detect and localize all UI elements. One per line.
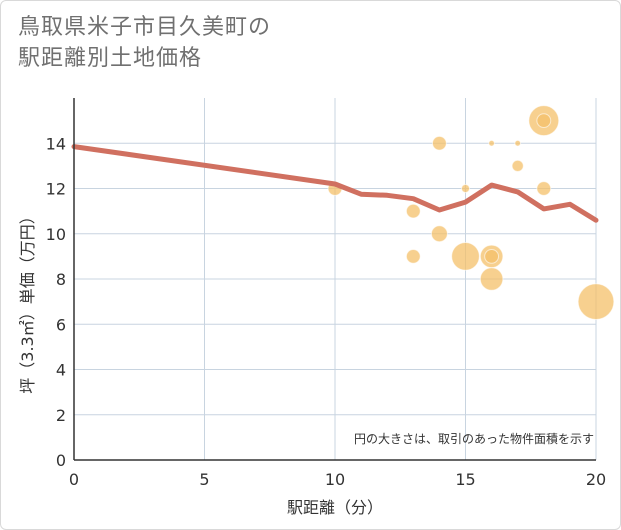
y-tick-label: 14 (46, 134, 66, 153)
bubble-point (488, 139, 495, 147)
bubble-point (405, 248, 421, 264)
axes: 0 5 10 15 20 0 2 4 6 8 10 12 14 (46, 98, 606, 489)
bubble-point (451, 242, 480, 271)
bubble-point (479, 267, 504, 291)
bubble-point (514, 139, 522, 147)
bubble-point (577, 283, 615, 321)
chart-title: 鳥取県米子市目久美町の 駅距離別土地価格 (18, 12, 271, 74)
grid-lines (74, 98, 597, 460)
x-tick-label: 20 (586, 470, 606, 489)
average-price-line (71, 144, 599, 223)
bubble-point (484, 248, 500, 264)
x-tick-label: 15 (455, 470, 475, 489)
chart-title-line2: 駅距離別土地価格 (18, 46, 203, 71)
bubble-point (511, 159, 524, 173)
y-tick-label: 6 (56, 315, 66, 334)
x-tick-label: 0 (69, 470, 79, 489)
y-tick-label: 0 (56, 451, 66, 470)
size-note: 円の大きさは、取引のあった物件面積を示す (354, 431, 594, 446)
y-tick-label: 10 (46, 225, 66, 244)
bubble-point (536, 181, 552, 196)
y-tick-label: 2 (56, 406, 66, 425)
chart-title-line1: 鳥取県米子市目久美町の (18, 15, 272, 40)
bubble-point (430, 225, 448, 243)
line-series (71, 144, 599, 223)
bubble-series (327, 105, 615, 321)
x-tick-label: 5 (199, 470, 209, 489)
bubble-point (405, 203, 421, 219)
y-tick-label: 4 (56, 361, 66, 380)
y-tick-label: 12 (46, 180, 66, 199)
y-axis-label: 坪（3.3㎡）単価（万円） (18, 208, 37, 393)
x-tick-label: 10 (325, 470, 345, 489)
x-axis-label: 駅距離（分） (287, 498, 383, 517)
bubble-point (461, 184, 470, 193)
bubble-point (536, 113, 552, 129)
y-tick-label: 8 (56, 270, 66, 289)
bubble-point (431, 135, 447, 151)
